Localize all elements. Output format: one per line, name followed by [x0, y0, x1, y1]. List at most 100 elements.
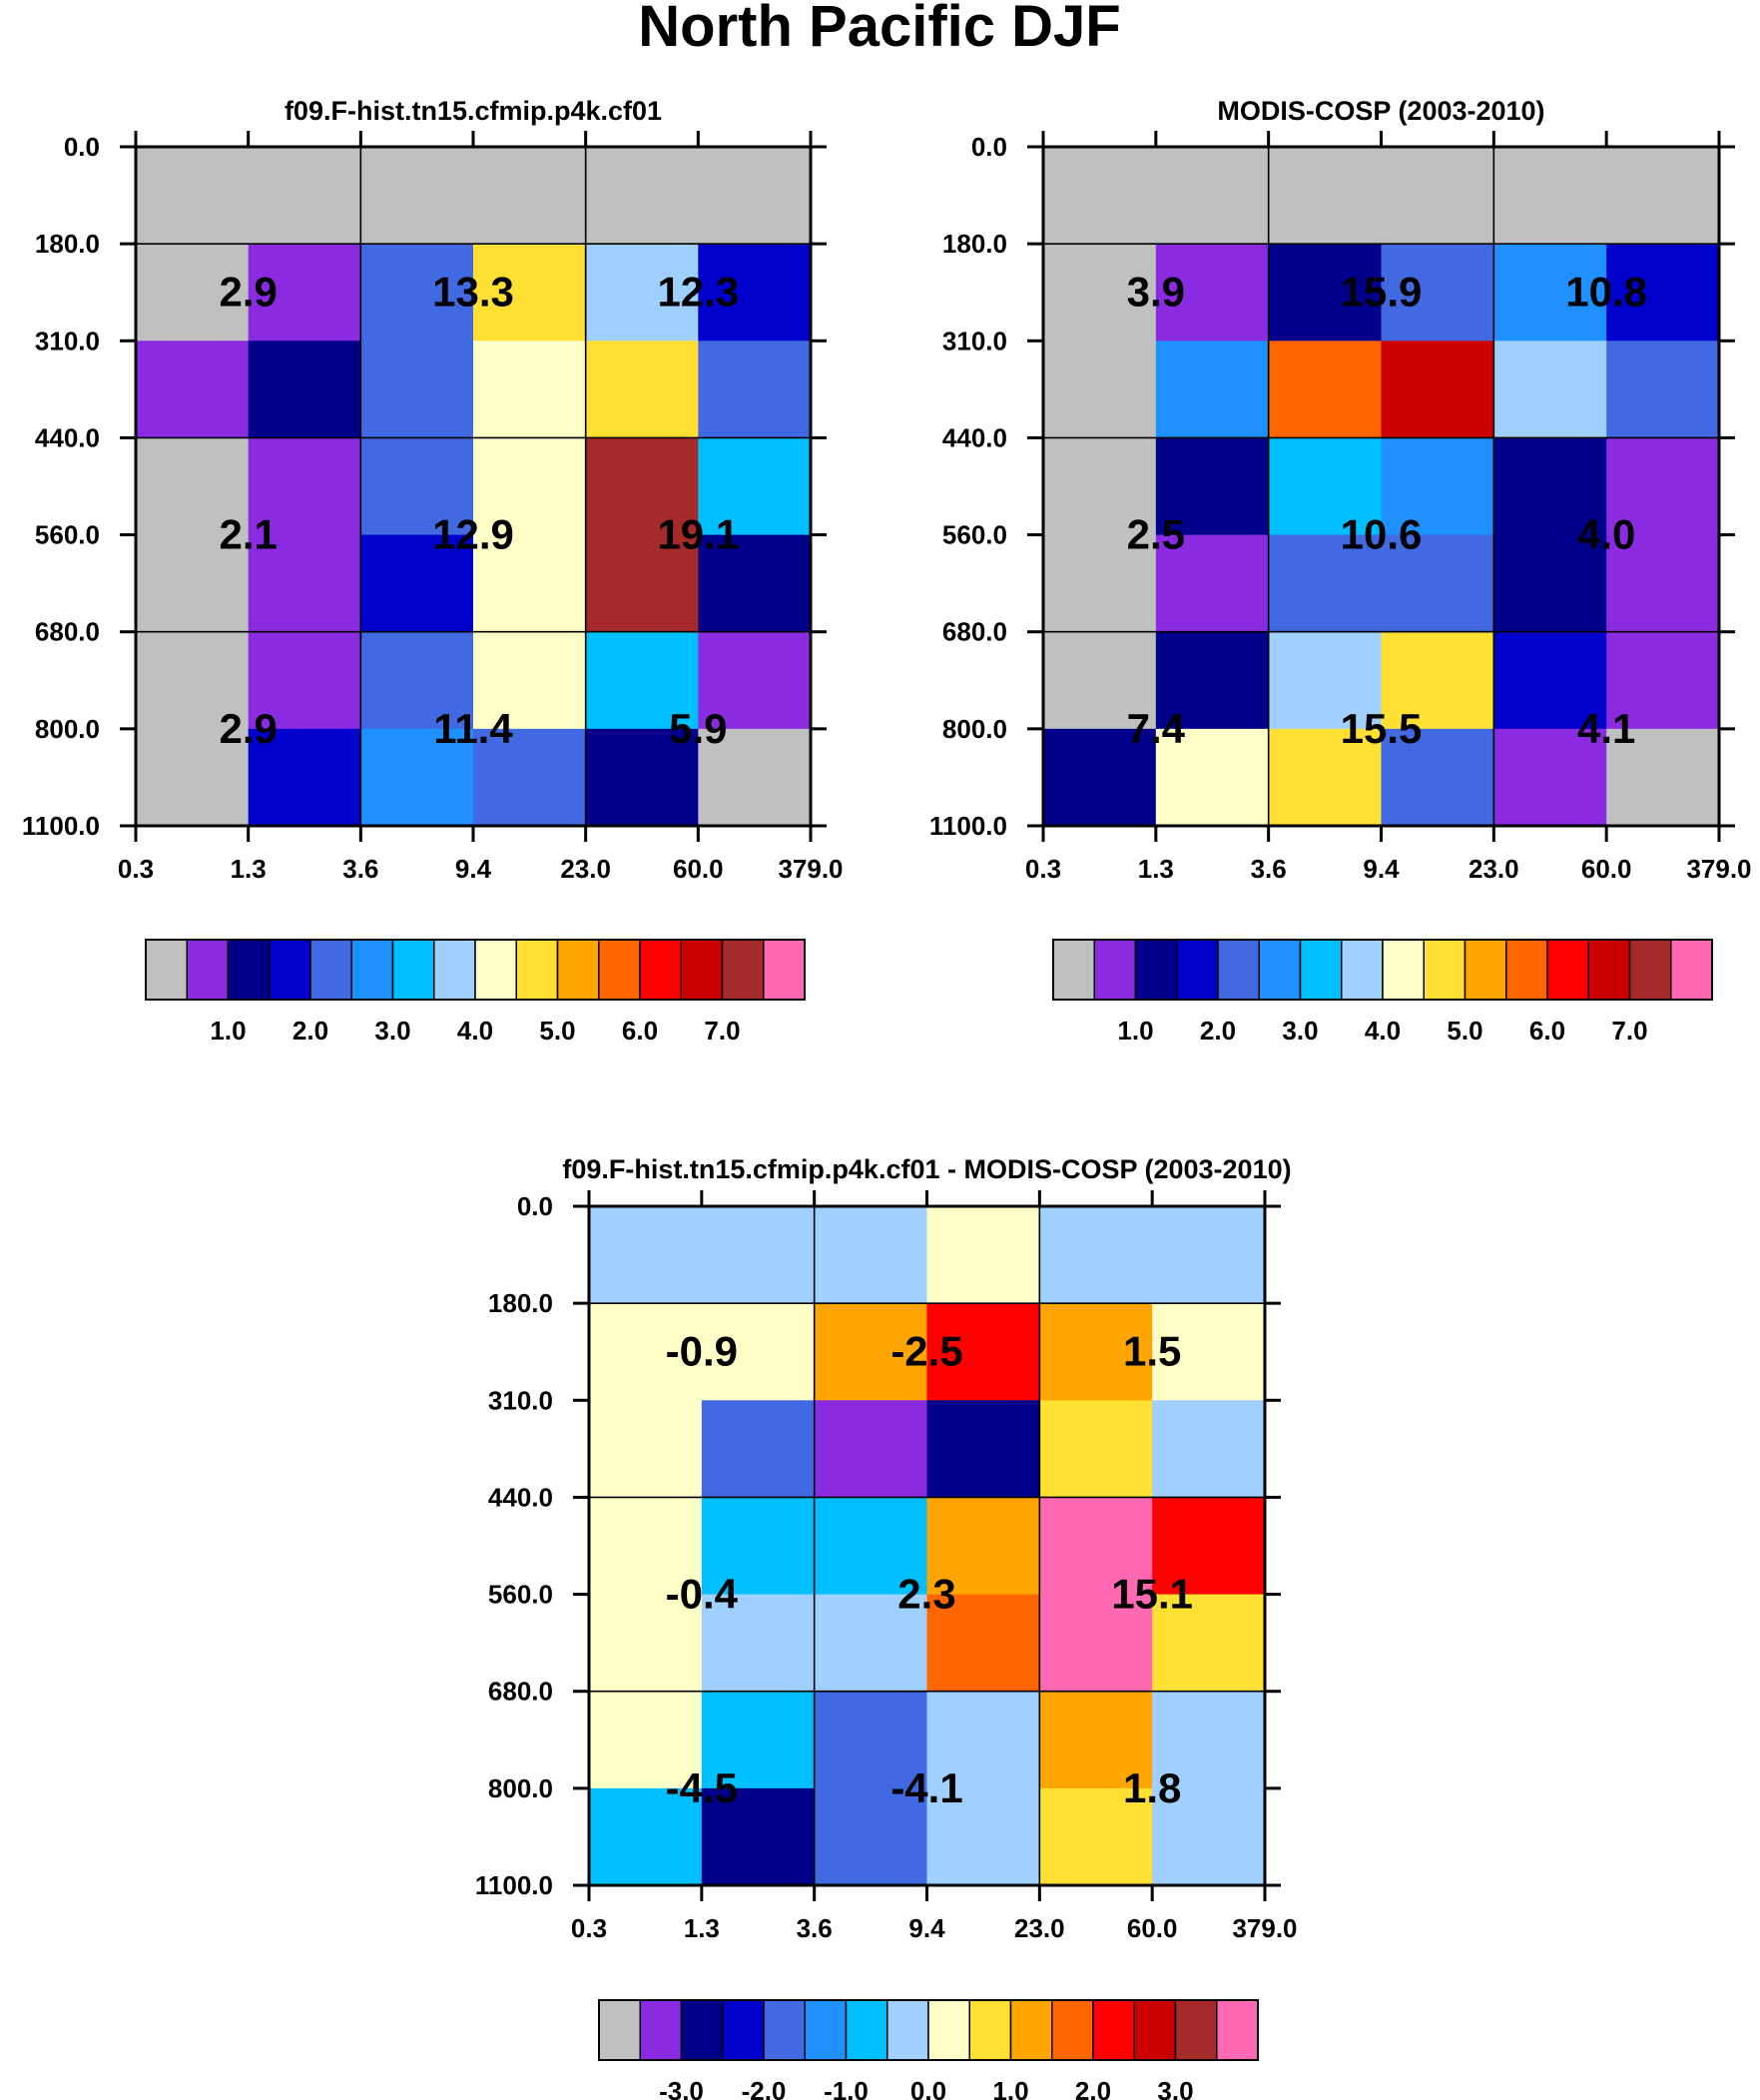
x-tick-label: 1.3	[231, 854, 267, 884]
heat-cell	[136, 437, 250, 536]
colorbar-swatch	[269, 939, 311, 1001]
x-tick-label: 3.6	[797, 1913, 833, 1943]
heat-cell	[1381, 147, 1494, 245]
heat-cell	[473, 534, 587, 633]
cell-value-label: 4.1	[1577, 705, 1635, 752]
colorbar-swatch	[722, 1999, 765, 2061]
heat-cell	[589, 1400, 703, 1499]
cell-value-label: 2.9	[219, 705, 277, 752]
heat-cell	[1381, 341, 1494, 439]
heat-cell	[585, 437, 699, 536]
heat-cell	[473, 341, 587, 439]
colorbar-swatch	[680, 939, 724, 1001]
heat-cell	[1606, 534, 1720, 633]
colorbar-swatch	[1216, 1999, 1259, 2061]
heat-cell	[1606, 437, 1720, 536]
cell-value-label: 10.6	[1341, 511, 1423, 558]
heat-cell	[360, 728, 474, 827]
colorbar-swatch	[515, 939, 559, 1001]
heat-cell	[1155, 437, 1270, 536]
colorbar-swatch	[1587, 939, 1631, 1001]
colorbar-swatch	[1258, 939, 1302, 1001]
colorbar-label: 2.0	[1075, 2076, 1111, 2100]
heat-cell	[1152, 1497, 1266, 1596]
panel-title: f09.F-hist.tn15.cfmip.p4k.cf01	[285, 96, 662, 126]
heat-cell	[1493, 728, 1607, 827]
panel-title: f09.F-hist.tn15.cfmip.p4k.cf01 - MODIS-C…	[562, 1154, 1291, 1184]
x-tick-label: 1.3	[1138, 854, 1174, 884]
heat-cell	[1268, 631, 1383, 730]
x-tick-label: 379.0	[1686, 854, 1751, 884]
heat-cell	[136, 631, 250, 730]
y-tick-label: 800.0	[942, 714, 1007, 744]
x-tick-label: 23.0	[1014, 1913, 1065, 1943]
colorbar-label: 0.0	[910, 2076, 946, 2100]
cell-value-label: 15.1	[1111, 1571, 1193, 1618]
y-tick-label: 0.0	[971, 132, 1007, 162]
x-tick-label: 60.0	[673, 854, 724, 884]
heat-cell	[360, 244, 474, 342]
heat-cell	[473, 147, 587, 245]
heat-cell	[1039, 1400, 1153, 1499]
colorbar-swatch	[1092, 1999, 1135, 2061]
cell-value-label: 15.5	[1341, 705, 1423, 752]
heat-cell	[589, 1691, 703, 1789]
colorbar-label: 5.0	[1447, 1016, 1482, 1046]
heat-cell	[589, 1206, 703, 1304]
colorbar-label: -3.0	[659, 2076, 704, 2100]
cell-value-label: -2.5	[890, 1328, 962, 1375]
heat-cell	[814, 1787, 928, 1886]
cell-value-label: 12.3	[657, 269, 739, 316]
colorbar-label: 7.0	[704, 1016, 740, 1046]
heat-cell	[701, 1206, 816, 1304]
heat-cell	[1268, 437, 1383, 536]
colorbar-swatch	[968, 1999, 1012, 2061]
colorbar-label: 4.0	[1365, 1016, 1401, 1046]
heat-cell	[136, 341, 250, 439]
heat-cell	[926, 1206, 1040, 1304]
colorbar-label: 2.0	[293, 1016, 328, 1046]
x-tick-label: 9.4	[1363, 854, 1400, 884]
colorbar-swatch	[433, 939, 476, 1001]
colorbar-swatch	[804, 1999, 848, 2061]
heat-cell	[360, 147, 474, 245]
cell-value-label: 2.3	[897, 1571, 955, 1618]
heat-cell	[926, 1787, 1040, 1886]
cell-value-label: 4.0	[1577, 511, 1635, 558]
colorbar-swatch	[763, 939, 806, 1001]
colorbar-swatch	[1546, 939, 1589, 1001]
colorbar-swatch	[1217, 939, 1260, 1001]
colorbar-swatch	[1051, 1999, 1094, 2061]
heat-cell	[136, 728, 250, 827]
y-tick-label: 560.0	[35, 520, 100, 550]
colorbar-label: 1.0	[210, 1016, 246, 1046]
heat-cell	[1152, 1787, 1266, 1886]
cell-value-label: 2.5	[1127, 511, 1185, 558]
heat-cell	[585, 728, 699, 827]
colorbar-swatch	[598, 939, 641, 1001]
colorbar-swatch	[598, 1999, 641, 2061]
colorbar-swatch	[1174, 1999, 1218, 2061]
colorbar-label: 3.0	[1157, 2076, 1193, 2100]
heat-cell	[1043, 244, 1157, 342]
heat-cell	[585, 341, 699, 439]
colorbar-swatch	[680, 1999, 724, 2061]
x-tick-label: 0.3	[118, 854, 154, 884]
cell-value-label: -4.5	[666, 1764, 738, 1811]
heat-cell	[1493, 437, 1607, 536]
cell-value-label: 3.9	[1127, 269, 1185, 316]
colorbar-swatch	[927, 1999, 970, 2061]
colorbar-label: 3.0	[374, 1016, 410, 1046]
heat-cell	[698, 244, 812, 342]
heat-cell	[360, 631, 474, 730]
heat-cell	[585, 244, 699, 342]
panel-1: f09.F-hist.tn15.cfmip.p4k.cf01 0.0 180.0 31…	[22, 96, 844, 1046]
cell-value-label: -0.4	[666, 1571, 739, 1618]
heat-cell	[701, 1303, 816, 1401]
panels: f09.F-hist.tn15.cfmip.p4k.cf01 0.0 180.0 31…	[22, 96, 1752, 2100]
cell-value-label: 15.9	[1341, 269, 1423, 316]
colorbar-swatch	[721, 939, 765, 1001]
heat-cell	[1155, 244, 1270, 342]
panel-3: f09.F-hist.tn15.cfmip.p4k.cf01 - MODIS-C…	[475, 1154, 1298, 2100]
cell-value-label: 7.4	[1127, 705, 1186, 752]
